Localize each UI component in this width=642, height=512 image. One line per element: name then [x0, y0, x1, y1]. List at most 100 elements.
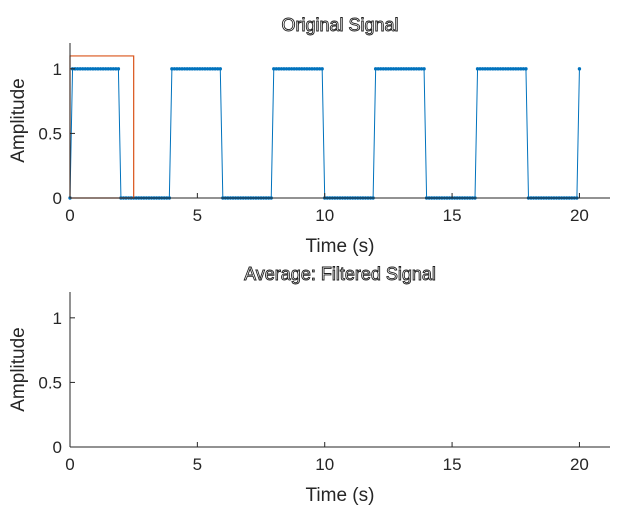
top-x-axis-label: Time (s)	[306, 236, 375, 257]
data-point	[386, 67, 391, 71]
x-tick-label: 15	[443, 455, 462, 474]
data-point	[106, 67, 110, 71]
data-point	[289, 67, 294, 71]
data-point	[483, 67, 487, 71]
x-tick-label: 5	[193, 455, 202, 474]
data-point	[381, 67, 385, 71]
top-y-axis-label: Amplitude	[8, 78, 29, 163]
data-point	[577, 67, 582, 71]
data-point	[98, 67, 103, 71]
data-point	[198, 67, 202, 71]
data-point	[422, 67, 426, 71]
bottom-chart-title: Average: Filtered Signal	[244, 264, 436, 284]
data-point	[287, 67, 291, 71]
data-point	[315, 67, 319, 71]
data-point	[480, 67, 485, 71]
data-point	[409, 67, 414, 71]
data-point	[188, 67, 192, 71]
data-point	[218, 67, 222, 71]
bottom-y-axis-label: Amplitude	[8, 327, 29, 412]
data-point	[312, 67, 317, 71]
axes-original-signal: 0 5 10 15 20 0 0.5 1 Original Signal Time (s) Ampl…	[8, 15, 610, 257]
data-point	[501, 67, 505, 71]
data-point	[412, 67, 416, 71]
data-point	[114, 67, 118, 71]
data-point	[109, 67, 113, 71]
x-tick-label: 10	[315, 455, 334, 474]
data-point	[274, 67, 279, 71]
axes-filtered-signal: 0 5 10 15 20 0 0.5 1 Average: Filtered Signal Tim…	[8, 264, 610, 506]
data-point	[379, 67, 383, 71]
data-point	[503, 67, 508, 71]
data-point	[498, 67, 503, 71]
data-point	[216, 67, 220, 71]
data-point	[317, 67, 322, 71]
data-point	[190, 67, 194, 71]
data-point	[111, 67, 116, 71]
data-point	[302, 67, 307, 71]
data-point	[488, 67, 492, 71]
data-point	[180, 67, 184, 71]
y-tick-label: 0.5	[38, 124, 62, 143]
data-point	[508, 67, 513, 71]
data-point	[195, 67, 200, 71]
data-point	[193, 67, 197, 71]
data-point	[414, 67, 419, 71]
data-point	[172, 67, 177, 71]
data-point	[73, 67, 77, 71]
x-tick-label: 5	[193, 206, 202, 225]
data-point	[491, 67, 495, 71]
data-point	[203, 67, 207, 71]
data-point	[91, 67, 95, 71]
x-tick-label: 15	[443, 206, 462, 225]
data-point	[384, 67, 388, 71]
data-point	[519, 67, 523, 71]
data-point	[101, 67, 105, 71]
x-tick-label: 10	[315, 206, 334, 225]
data-point	[516, 67, 520, 71]
data-point	[205, 67, 210, 71]
data-point	[496, 67, 500, 71]
data-point	[96, 67, 100, 71]
data-point	[86, 67, 90, 71]
data-point	[83, 67, 87, 71]
bottom-x-axis-label: Time (s)	[306, 485, 375, 506]
data-point	[185, 67, 189, 71]
y-tick-label: 0.5	[38, 373, 62, 392]
top-series-0-markers	[68, 67, 582, 200]
data-point	[93, 67, 98, 71]
data-point	[389, 67, 393, 71]
data-point	[493, 67, 498, 71]
data-point	[475, 67, 480, 71]
data-point	[478, 67, 482, 71]
data-point	[116, 67, 121, 71]
data-point	[75, 67, 80, 71]
data-point	[200, 67, 205, 71]
data-point	[401, 67, 406, 71]
data-point	[376, 67, 380, 71]
data-point	[506, 67, 510, 71]
data-point	[514, 67, 518, 71]
data-point	[307, 67, 312, 71]
y-tick-label: 0	[53, 189, 62, 208]
data-point	[300, 67, 304, 71]
data-point	[175, 67, 179, 71]
data-point	[511, 67, 515, 71]
data-point	[521, 67, 526, 71]
data-point	[419, 67, 424, 71]
top-chart-title: Original Signal	[281, 15, 398, 35]
data-point	[103, 67, 108, 71]
x-tick-label: 0	[65, 206, 74, 225]
data-point	[320, 67, 324, 71]
data-point	[78, 67, 82, 71]
data-point	[284, 67, 289, 71]
data-point	[396, 67, 401, 71]
data-point	[177, 67, 182, 71]
data-point	[305, 67, 309, 71]
data-point	[81, 67, 85, 71]
data-point	[182, 67, 187, 71]
data-point	[292, 67, 296, 71]
data-point	[310, 67, 314, 71]
data-point	[210, 67, 215, 71]
data-point	[295, 67, 299, 71]
